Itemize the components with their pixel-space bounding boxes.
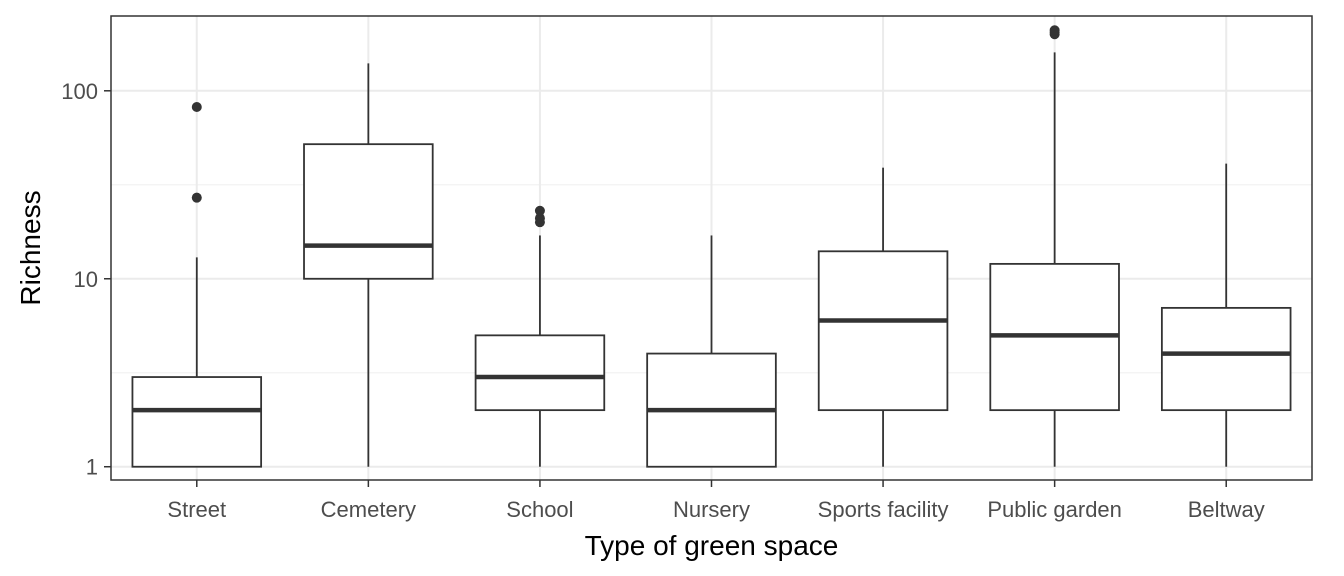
y-axis: 1 10 100 [61, 79, 111, 480]
box-iqr [131, 376, 263, 468]
x-axis-title: Type of green space [585, 530, 839, 561]
x-tick-label: Street [167, 497, 226, 522]
outlier-point [534, 213, 545, 224]
boxplot-sports-facility [817, 167, 949, 467]
boxplot-beltway [1160, 163, 1292, 467]
x-tick-label: Cemetery [321, 497, 416, 522]
outlier-point [534, 205, 545, 216]
boxplot-cemetery [303, 63, 434, 467]
x-tick-label: School [506, 497, 573, 522]
outlier-point [191, 101, 202, 112]
x-tick-label: Sports facility [818, 497, 949, 522]
outlier-point [1049, 25, 1060, 36]
boxplot-public-garden [989, 25, 1120, 467]
x-tick-label: Nursery [673, 497, 750, 522]
outlier-point [191, 192, 202, 203]
y-axis-title: Richness [15, 190, 46, 305]
box-iqr [474, 334, 606, 412]
x-axis: Street Cemetery School Nursery Sports facili… [167, 480, 1265, 522]
x-tick-label: Beltway [1188, 497, 1265, 522]
box-iqr [817, 250, 949, 412]
boxplot-street [131, 101, 263, 468]
box-iqr [303, 143, 434, 280]
boxplot-nursery [646, 235, 777, 468]
y-tick-label: 1 [86, 455, 98, 480]
x-tick-label: Public garden [987, 497, 1122, 522]
boxplots [131, 25, 1292, 468]
y-tick-label: 10 [74, 267, 98, 292]
y-tick-label: 100 [61, 79, 98, 104]
box-iqr [1160, 306, 1292, 412]
boxplot-school [474, 205, 606, 467]
